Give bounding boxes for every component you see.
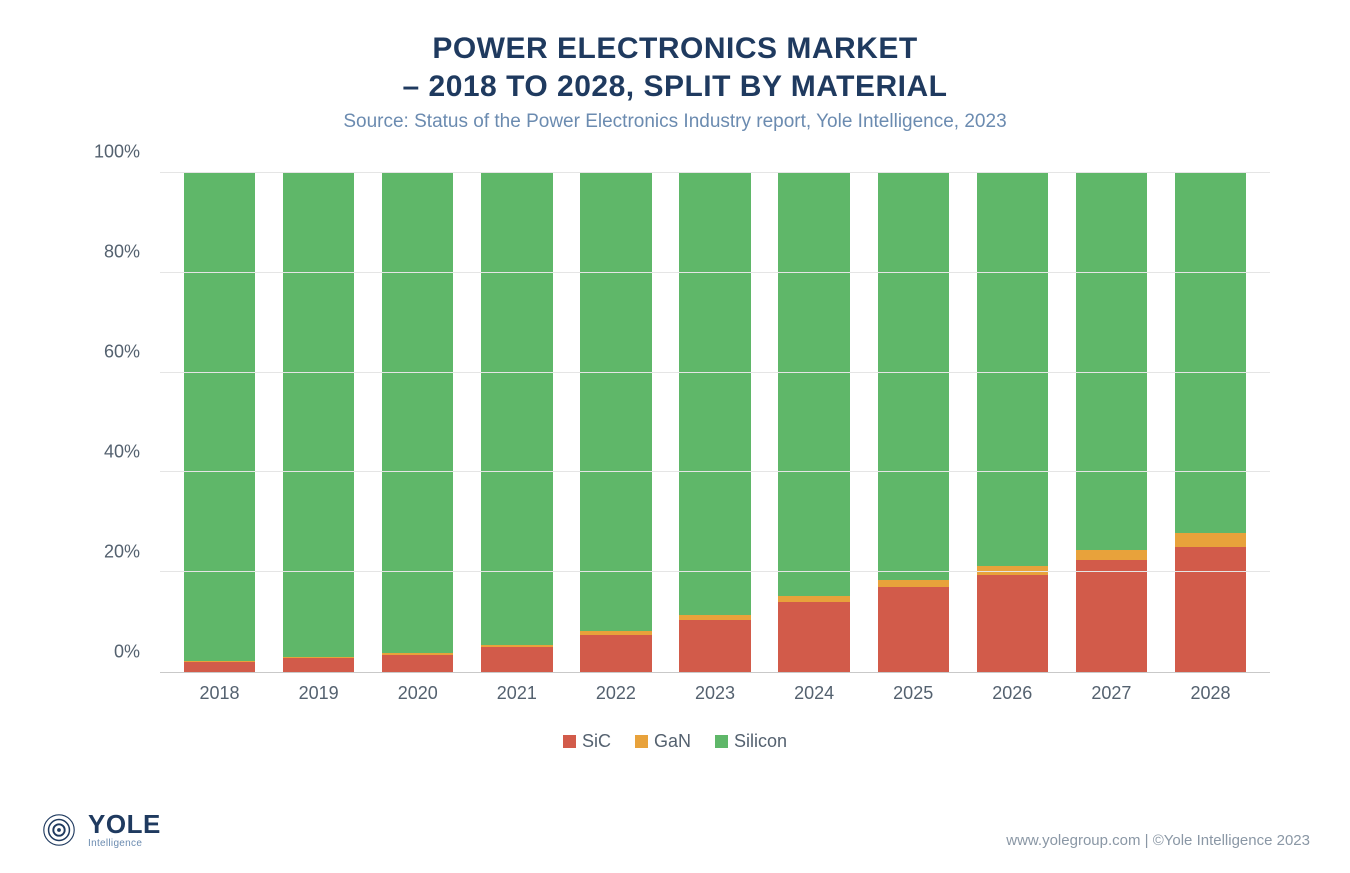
y-tick-label: 80% bbox=[80, 242, 140, 263]
legend-item-silicon: Silicon bbox=[715, 731, 787, 752]
bar-segment-silicon bbox=[1076, 173, 1147, 550]
bar bbox=[977, 173, 1048, 672]
title-line-2: – 2018 TO 2028, SPLIT BY MATERIAL bbox=[40, 68, 1310, 106]
grid-line bbox=[160, 372, 1270, 373]
x-tick-label: 2024 bbox=[765, 673, 864, 713]
y-axis: 0%20%40%60%80%100% bbox=[80, 173, 150, 673]
bar-segment-silicon bbox=[481, 173, 552, 645]
bar-slot bbox=[269, 173, 368, 672]
bar-segment-silicon bbox=[778, 173, 849, 596]
bar-segment-silicon bbox=[977, 173, 1048, 566]
bar-segment-silicon bbox=[679, 173, 750, 615]
bar-segment-silicon bbox=[184, 173, 255, 661]
bar-slot bbox=[963, 173, 1062, 672]
bar-slot bbox=[765, 173, 864, 672]
x-tick-label: 2026 bbox=[963, 673, 1062, 713]
x-tick-label: 2025 bbox=[864, 673, 963, 713]
bar-segment-sic bbox=[977, 575, 1048, 672]
bar-segment-sic bbox=[878, 587, 949, 672]
grid-line bbox=[160, 571, 1270, 572]
bar-slot bbox=[665, 173, 764, 672]
legend-label: Silicon bbox=[734, 731, 787, 752]
grid-line bbox=[160, 471, 1270, 472]
bar-segment-silicon bbox=[382, 173, 453, 653]
bar-segment-silicon bbox=[580, 173, 651, 631]
bar bbox=[679, 173, 750, 672]
bar-segment-silicon bbox=[283, 173, 354, 657]
grid-line bbox=[160, 272, 1270, 273]
y-tick-label: 0% bbox=[80, 642, 140, 663]
bar-segment-silicon bbox=[878, 173, 949, 580]
x-tick-label: 2023 bbox=[665, 673, 764, 713]
bar-segment-sic bbox=[283, 658, 354, 672]
bar bbox=[382, 173, 453, 672]
logo-text: YOLE bbox=[88, 811, 161, 837]
bar-slot bbox=[1062, 173, 1161, 672]
legend-item-gan: GaN bbox=[635, 731, 691, 752]
x-tick-label: 2018 bbox=[170, 673, 269, 713]
x-axis-labels: 2018201920202021202220232024202520262027… bbox=[160, 673, 1270, 713]
bar-slot bbox=[1161, 173, 1260, 672]
y-tick-label: 40% bbox=[80, 442, 140, 463]
x-tick-label: 2028 bbox=[1161, 673, 1260, 713]
bar-segment-gan bbox=[878, 580, 949, 587]
bar-segment-sic bbox=[580, 635, 651, 672]
x-tick-label: 2022 bbox=[566, 673, 665, 713]
bar bbox=[580, 173, 651, 672]
bar-slot bbox=[467, 173, 566, 672]
bar bbox=[481, 173, 552, 672]
x-tick-label: 2019 bbox=[269, 673, 368, 713]
y-tick-label: 60% bbox=[80, 342, 140, 363]
bar-segment-sic bbox=[481, 647, 552, 672]
plot-area bbox=[160, 173, 1270, 673]
bar-segment-gan bbox=[1175, 533, 1246, 547]
logo-icon bbox=[40, 811, 78, 849]
y-tick-label: 100% bbox=[80, 142, 140, 163]
legend-swatch bbox=[635, 735, 648, 748]
copyright: www.yolegroup.com | ©Yole Intelligence 2… bbox=[1006, 832, 1310, 849]
x-tick-label: 2021 bbox=[467, 673, 566, 713]
bar-segment-sic bbox=[778, 602, 849, 672]
bar-segment-gan bbox=[1076, 550, 1147, 560]
bar-slot bbox=[864, 173, 963, 672]
logo-subtext: Intelligence bbox=[88, 839, 161, 849]
legend-swatch bbox=[715, 735, 728, 748]
bar-segment-sic bbox=[679, 620, 750, 672]
legend-swatch bbox=[563, 735, 576, 748]
bar bbox=[1076, 173, 1147, 672]
bar-segment-sic bbox=[1175, 547, 1246, 672]
bar-segment-silicon bbox=[1175, 173, 1246, 533]
legend-label: SiC bbox=[582, 731, 611, 752]
page: POWER ELECTRONICS MARKET – 2018 TO 2028,… bbox=[0, 0, 1350, 873]
bar-segment-sic bbox=[1076, 560, 1147, 672]
bar bbox=[878, 173, 949, 672]
y-tick-label: 20% bbox=[80, 542, 140, 563]
bar bbox=[283, 173, 354, 672]
bar-segment-sic bbox=[184, 662, 255, 672]
title-line-1: POWER ELECTRONICS MARKET bbox=[40, 30, 1310, 68]
bar bbox=[184, 173, 255, 672]
subtitle: Source: Status of the Power Electronics … bbox=[40, 111, 1310, 133]
x-tick-label: 2027 bbox=[1062, 673, 1161, 713]
grid-line bbox=[160, 172, 1270, 173]
legend: SiC GaN Silicon bbox=[40, 731, 1310, 753]
bar-slot bbox=[368, 173, 467, 672]
bar bbox=[1175, 173, 1246, 672]
logo: YOLE Intelligence bbox=[40, 811, 161, 849]
chart: 0%20%40%60%80%100% 201820192020202120222… bbox=[80, 173, 1270, 713]
bar-segment-sic bbox=[382, 655, 453, 672]
bar-slot bbox=[566, 173, 665, 672]
legend-item-sic: SiC bbox=[563, 731, 611, 752]
bars-container bbox=[160, 173, 1270, 672]
x-tick-label: 2020 bbox=[368, 673, 467, 713]
legend-label: GaN bbox=[654, 731, 691, 752]
bar-slot bbox=[170, 173, 269, 672]
bar bbox=[778, 173, 849, 672]
title-block: POWER ELECTRONICS MARKET – 2018 TO 2028,… bbox=[40, 30, 1310, 133]
footer: YOLE Intelligence www.yolegroup.com | ©Y… bbox=[40, 811, 1310, 849]
